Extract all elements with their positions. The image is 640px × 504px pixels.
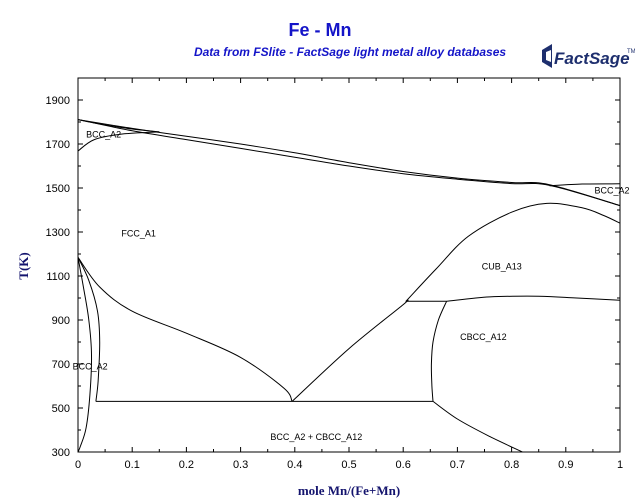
x-tick-label: 0.2: [179, 459, 194, 471]
phase-boundary-13: [430, 301, 448, 402]
x-axis-title: mole Mn/(Fe+Mn): [298, 483, 400, 498]
y-tick-label: 1300: [46, 227, 70, 239]
phase-boundary-0: [77, 119, 621, 207]
x-tick-label: 0.9: [558, 459, 573, 471]
phase-boundary-3: [77, 131, 160, 152]
region-label-0: BCC_A2: [86, 129, 121, 139]
phase-boundary-5: [77, 257, 293, 402]
x-tick-label: 0.8: [504, 459, 519, 471]
factsage-logo: FactSage TM: [540, 40, 636, 74]
y-axis-title: T(K): [16, 252, 31, 279]
chart-subtitle: Data from FSlite - FactSage light metal …: [193, 45, 507, 59]
y-tick-label: 1700: [46, 139, 70, 151]
phase-boundary-14: [432, 400, 523, 453]
y-tick-label: 1900: [46, 95, 70, 107]
y-tick-label: 700: [52, 359, 70, 371]
logo-trademark: TM: [627, 49, 635, 55]
x-tick-label: 0: [75, 459, 81, 471]
phase-boundary-12: [446, 295, 621, 302]
plot-frame: [77, 77, 621, 453]
phase-boundary-7: [77, 257, 101, 402]
phase-boundary-1: [77, 119, 621, 207]
phase-boundary-11: [405, 202, 621, 302]
x-tick-label: 0.3: [233, 459, 248, 471]
y-tick-label: 900: [52, 315, 70, 327]
region-label-3: CUB_A13: [482, 261, 522, 271]
y-tick-label: 1100: [46, 271, 70, 283]
region-label-4: CBCC_A12: [460, 332, 507, 342]
region-label-6: BCC_A2 + CBCC_A12: [270, 432, 362, 442]
y-tick-label: 1500: [46, 183, 70, 195]
x-tick-label: 0.5: [341, 459, 356, 471]
logo-text: FactSage: [554, 49, 630, 68]
region-label-2: BCC_A2: [595, 186, 630, 196]
x-tick-label: 0.7: [450, 459, 465, 471]
phase-boundary-4: [549, 183, 621, 187]
y-tick-label: 500: [52, 403, 70, 415]
x-tick-label: 0.1: [125, 459, 140, 471]
region-label-1: FCC_A1: [121, 228, 156, 238]
x-tick-label: 0.4: [287, 459, 302, 471]
chart-title: Fe - Mn: [288, 20, 352, 40]
x-tick-label: 1: [617, 459, 623, 471]
phase-boundary-8: [77, 257, 93, 453]
phase-boundary-2: [77, 119, 160, 133]
region-label-5: BCC_A2: [73, 362, 108, 372]
logo-mark-icon: [542, 44, 552, 68]
phase-boundary-6: [291, 299, 409, 402]
x-tick-label: 0.6: [396, 459, 411, 471]
y-tick-label: 300: [52, 447, 70, 459]
